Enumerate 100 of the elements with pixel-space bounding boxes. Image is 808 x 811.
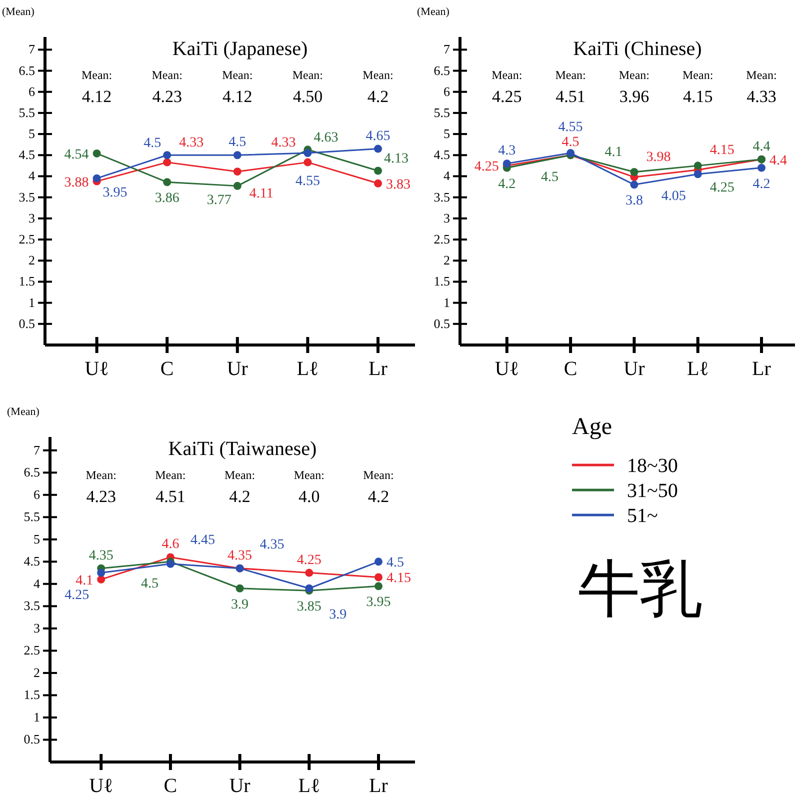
y-tick-label: 7 [28, 42, 36, 57]
y-axis-title: (Mean) [417, 6, 450, 18]
x-tick-label: Lℓ [298, 775, 320, 797]
data-label: 4.25 [296, 552, 322, 568]
y-tick-label: 1.5 [434, 274, 450, 289]
x-tick-label: C [160, 358, 174, 380]
y-tick-label: 3.5 [434, 189, 450, 204]
point [233, 182, 242, 190]
data-label: 4.35 [228, 548, 252, 564]
data-label: 4.05 [661, 189, 686, 204]
data-label: 3.95 [102, 185, 128, 200]
x-tick-label: Uℓ [89, 775, 114, 797]
data-label: 3.77 [206, 192, 232, 208]
annotation: Mean: 4.50 [292, 68, 324, 106]
annotation: Mean: 4.51 [555, 68, 586, 106]
annotation: Mean: 4.23 [86, 468, 116, 506]
point [236, 584, 244, 592]
annotation: Mean: 4.15 [682, 68, 714, 106]
y-tick-label: 6.5 [24, 464, 40, 480]
annotation: Mean: 4.0 [294, 468, 324, 506]
data-label: 4.5 [228, 135, 246, 150]
point [233, 168, 242, 176]
y-axis-title: (Mean) [2, 6, 35, 18]
y-tick-label: 1.5 [18, 274, 35, 289]
y-tick-label: 7 [34, 442, 40, 458]
x-tick-label: C [164, 775, 178, 797]
data-label: 4.54 [64, 147, 89, 162]
y-tick-label: 2 [28, 252, 35, 268]
point [374, 144, 382, 153]
x-tick-label: Ur [226, 358, 248, 380]
data-label: 4.45 [190, 532, 215, 548]
x-tick-label: Lℓ [296, 358, 319, 380]
legend-label: 31~50 [627, 480, 678, 502]
y-tick-label: 4.5 [24, 554, 40, 569]
x-tick-label: Ur [624, 358, 646, 380]
y-tick-label: 2.5 [24, 642, 40, 658]
data-label: 4.4 [770, 153, 787, 168]
annotation: Mean: 4.51 [155, 468, 186, 506]
point [92, 149, 101, 158]
point [163, 158, 172, 166]
x-tick-label: Uℓ [494, 358, 519, 380]
data-label: 4.2 [498, 176, 516, 192]
y-tick-label: 1 [444, 294, 450, 310]
annotation: Mean: 4.33 [746, 68, 777, 106]
data-label: 4.2 [752, 176, 770, 192]
y-tick-label: 1.5 [24, 687, 40, 702]
y-tick-label: 6.5 [18, 62, 35, 78]
y-tick-label: 1 [28, 294, 35, 310]
point [304, 149, 312, 158]
annotation: Mean: 4.23 [152, 68, 182, 106]
y-tick-label: 2.5 [18, 232, 35, 247]
point [305, 584, 314, 592]
data-label: 4.15 [710, 142, 734, 158]
text: 牛乳 [578, 556, 702, 624]
x-tick-label: C [564, 358, 578, 380]
data-label: 4.55 [558, 120, 583, 136]
data-label: 4.5 [140, 576, 158, 592]
y-tick-label: 5.5 [24, 509, 40, 524]
data-label: 4.5 [541, 170, 559, 186]
y-tick-label: 3.5 [18, 189, 35, 204]
data-label: 4.55 [295, 174, 320, 190]
point [374, 179, 382, 188]
data-label: 4.6 [162, 537, 180, 552]
point [374, 582, 382, 590]
data-label: 3.85 [296, 600, 322, 615]
legend-label: 51~ [627, 505, 658, 527]
data-label: 4.33 [179, 135, 204, 150]
point [305, 568, 314, 577]
y-tick-label: 0.5 [434, 316, 450, 331]
x-tick-label: Uℓ [84, 358, 109, 380]
y-tick-label: 7 [444, 42, 450, 57]
point [630, 180, 638, 189]
point [694, 162, 702, 170]
point [163, 151, 172, 160]
point [374, 558, 382, 566]
legend-label: 18~30 [627, 455, 678, 477]
data-label: 4.25 [710, 180, 734, 196]
y-tick-label: 2.5 [434, 232, 450, 247]
data-label: 4.35 [260, 537, 284, 552]
y-tick-label: 6 [28, 84, 36, 99]
data-label: 3.9 [231, 597, 249, 612]
y-tick-label: 4 [34, 576, 40, 591]
y-tick-label: 4.5 [434, 147, 450, 162]
chart-title: KaiTi (Chinese) [573, 38, 702, 60]
data-label: 4.25 [64, 588, 90, 603]
point [758, 164, 766, 172]
annotation: Mean: 4.2 [363, 468, 394, 506]
y-tick-label: 5 [28, 126, 35, 142]
data-label: 3.8 [625, 194, 643, 209]
data-label: 3.98 [646, 150, 671, 166]
data-label: 4.1 [604, 145, 622, 160]
y-tick-label: 5.5 [434, 104, 450, 120]
data-label: 4.35 [88, 548, 114, 564]
data-label: 3.9 [329, 607, 347, 622]
y-tick-label: 5.5 [18, 104, 35, 120]
data-label: 4.11 [249, 186, 274, 202]
point [630, 168, 638, 176]
data-label: 4.4 [752, 139, 770, 154]
y-tick-label: 1 [34, 709, 40, 724]
x-tick-label: Lr [368, 358, 388, 380]
